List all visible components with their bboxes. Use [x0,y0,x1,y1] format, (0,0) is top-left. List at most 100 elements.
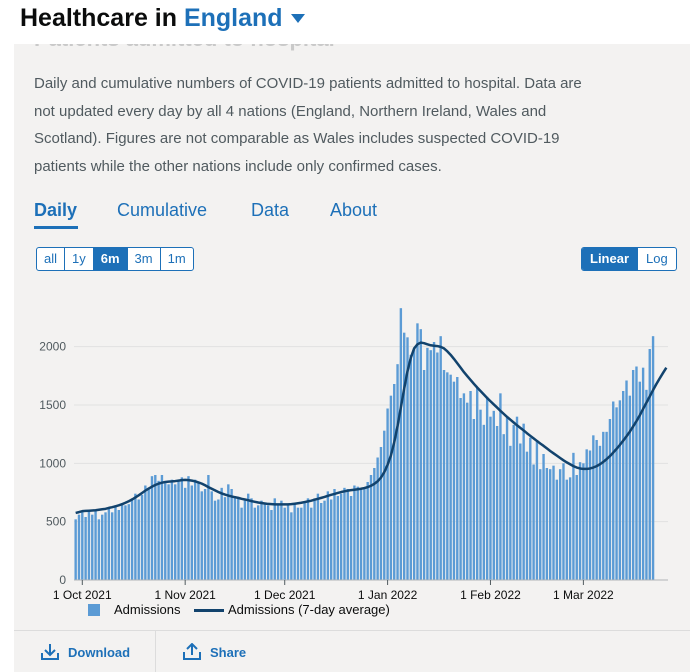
admission-bar [432,342,436,580]
admission-bar [426,347,429,580]
download-icon[interactable] [40,643,60,661]
admission-bar [193,479,197,580]
admission-bar [240,507,243,580]
admission-bar [449,374,452,580]
admission-bar [130,498,134,580]
admission-bar [346,489,349,580]
range-3m-button[interactable]: 3m [128,248,161,270]
admission-bar [442,370,446,580]
scale-log-button[interactable]: Log [646,251,668,266]
admission-bar [101,514,104,580]
admission-bar [293,503,296,580]
admission-bar [197,482,200,580]
admission-bar [310,507,313,580]
admission-bar [77,514,81,580]
tab-about[interactable]: About [330,200,378,220]
admission-bar [622,391,625,580]
legend-line-label: Admissions (7-day average) [228,602,390,617]
header-title-prefix: Healthcare in [20,4,178,32]
admission-bar [203,489,207,580]
admission-bar [180,477,184,580]
seven-day-average-line [75,341,668,515]
active-tab-underline [34,226,78,229]
admission-bar [150,476,154,580]
admission-bar [343,487,346,580]
admission-bar [373,468,376,580]
download-button[interactable]: Download [40,631,130,672]
admission-bar [253,507,257,580]
admission-bar [422,370,426,580]
admission-bar [320,503,323,580]
admission-bar [243,500,247,580]
admission-bar [466,402,469,580]
admission-bar [376,457,379,580]
admission-bar [290,512,293,580]
admission-bar [552,465,555,580]
admission-bar [336,496,340,580]
share-label[interactable]: Share [210,644,247,660]
tab-cumulative[interactable]: Cumulative [117,200,208,220]
admission-bar [329,499,333,580]
admission-bar [588,450,592,580]
admission-bar [585,449,588,580]
scale-linear-button[interactable]: Linear [582,248,639,270]
admission-bar [227,484,230,580]
y-tick-label: 0 [59,573,66,587]
admission-bar [641,367,645,580]
admission-bar [635,366,638,580]
admission-bar [366,482,369,580]
admission-bar [94,510,97,580]
scale-selector: Linear Log [581,247,677,271]
tab-daily[interactable]: Daily [34,200,78,220]
area-selector[interactable]: England [184,4,305,32]
range-1m-button[interactable]: 1m [167,251,186,266]
admission-bar [396,364,399,580]
x-tick-label: 1 Mar 2022 [553,588,614,602]
footer-divider [155,631,156,672]
admission-bar [529,437,532,580]
admission-bar [104,512,107,580]
admission-bar [379,447,383,580]
admission-bar [383,430,386,580]
admission-bar [532,464,535,580]
admission-bar [110,512,114,580]
range-1y-button[interactable]: 1y [65,248,94,270]
admission-bar [419,329,422,580]
share-button[interactable]: Share [182,631,246,672]
caret-down-icon[interactable] [290,14,305,23]
admission-bar [177,479,180,580]
page-header: Healthcare in England [0,0,695,44]
admission-bar [459,398,462,580]
admission-bar [144,485,147,580]
admission-bar [456,377,459,580]
admission-bar [313,498,316,580]
range-all-button[interactable]: all [37,248,66,270]
admission-bar [260,500,263,580]
admission-bar [87,510,91,580]
admission-bar [499,393,502,580]
admission-bar [436,352,439,580]
admission-bar [625,380,628,580]
admission-bar [565,479,568,580]
admission-bar [183,487,187,580]
share-icon[interactable] [182,643,202,661]
admission-bar [472,419,476,580]
admission-bar [134,493,137,580]
admission-bar [628,395,632,580]
admission-bar [120,503,124,580]
admissions-chart: 0 500 1000 1500 2000 1 Oct 2021 1 Nov 2021 1 De… [39,308,668,602]
range-6m-button[interactable]: 6m [93,248,128,270]
admission-bar [306,498,310,580]
admission-bar [469,391,472,580]
admission-bar [512,424,515,580]
admission-bar [147,489,150,580]
tab-data[interactable]: Data [251,200,290,220]
chart-card: Patients admitted to hospital Daily and … [14,26,690,672]
admission-bar [618,400,622,580]
admission-bar [582,463,585,580]
download-label[interactable]: Download [68,644,131,660]
admission-bar [237,498,240,580]
admission-bar [505,417,509,580]
area-name[interactable]: England [183,4,283,32]
admission-bar [475,387,479,580]
